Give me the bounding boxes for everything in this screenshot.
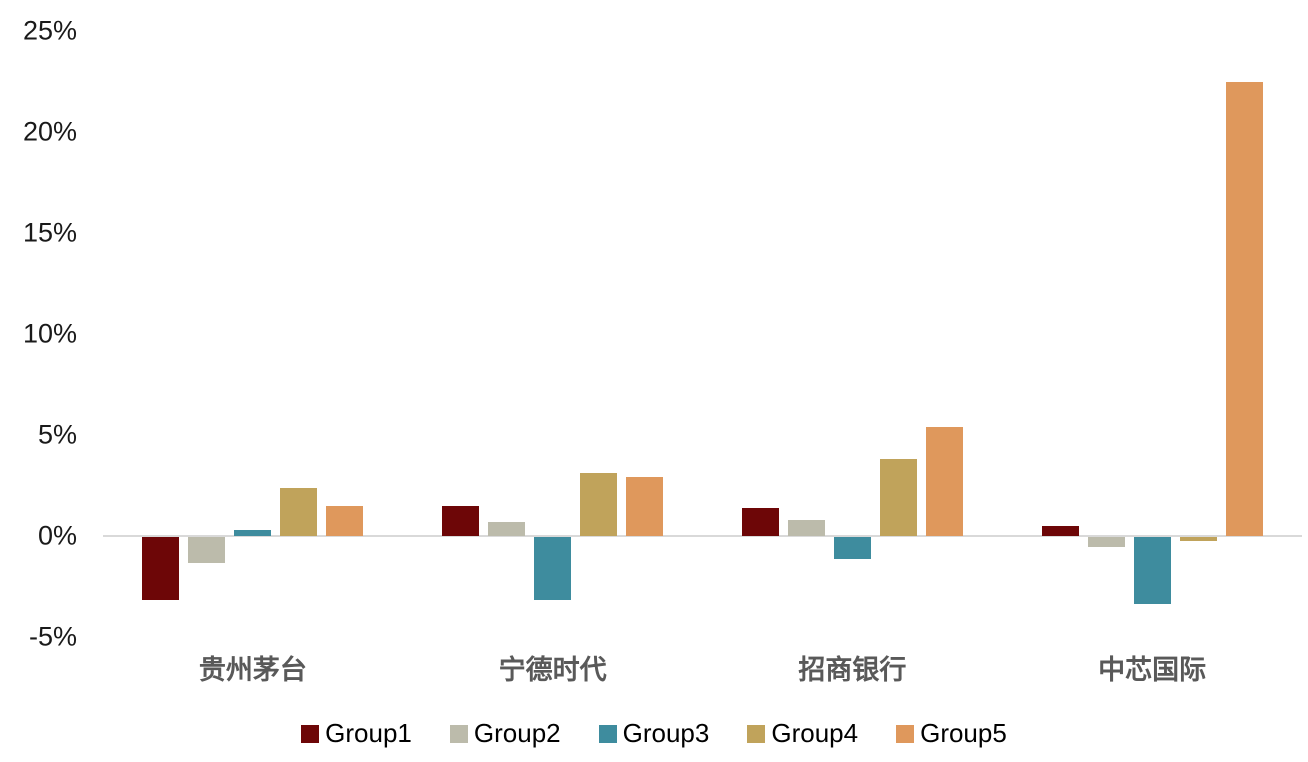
- legend-item-group1: Group1: [301, 718, 412, 749]
- category-label: 贵州茅台: [198, 655, 307, 685]
- legend-item-group5: Group5: [896, 718, 1007, 749]
- legend-label: Group4: [771, 718, 859, 748]
- y-tick-label: 5%: [37, 419, 77, 450]
- bar-group5-cat3: [925, 426, 963, 536]
- bar-group2-cat1: [188, 537, 226, 564]
- category-label: 招商银行: [798, 655, 907, 685]
- bar-group-2: [403, 0, 703, 762]
- bar-group-1: [103, 0, 403, 762]
- legend-item-group2: Group2: [449, 718, 561, 749]
- legend-label: Group1: [325, 718, 412, 748]
- x-axis: 贵州茅台 宁德时代 招商银行 中芯国际: [103, 648, 1302, 687]
- bar-group2-cat4: [1087, 537, 1125, 548]
- bar-group-3: [703, 0, 1003, 762]
- legend-swatch-icon: [896, 724, 915, 743]
- legend-item-group4: Group4: [747, 718, 858, 749]
- bar-group4-cat3: [879, 459, 917, 536]
- plot-area: [103, 0, 1302, 762]
- legend-label: Group3: [622, 718, 710, 748]
- legend-swatch-icon: [747, 724, 766, 743]
- bar-group2-cat3: [787, 519, 825, 536]
- bar-group1-cat3: [741, 507, 779, 536]
- category-label: 宁德时代: [498, 655, 607, 685]
- y-tick-label: 20%: [22, 116, 77, 147]
- bar-group1-cat4: [1041, 525, 1079, 536]
- legend-item-group3: Group3: [598, 718, 710, 749]
- y-tick-label: 0%: [37, 520, 77, 551]
- legend: Group1 Group2 Group3 Group4 Group5: [0, 718, 1308, 749]
- bar-group-4: [1002, 0, 1302, 762]
- y-tick-label: 25%: [22, 15, 77, 46]
- bar-group1-cat1: [142, 537, 180, 600]
- legend-label: Group2: [473, 718, 561, 748]
- legend-swatch-icon: [449, 724, 468, 743]
- legend-swatch-icon: [301, 724, 320, 743]
- bar-group4-cat1: [280, 487, 318, 536]
- bar-group5-cat2: [626, 477, 664, 536]
- bar-group2-cat2: [488, 521, 526, 536]
- bar-group1-cat2: [442, 505, 480, 536]
- y-tick-label: 10%: [22, 318, 77, 349]
- bar-group3-cat2: [534, 537, 572, 600]
- y-tick-label: 15%: [22, 217, 77, 248]
- bar-group5-cat4: [1225, 81, 1263, 536]
- bar-group5-cat1: [326, 505, 364, 536]
- bar-group4-cat2: [580, 473, 618, 536]
- bar-group3-cat3: [833, 537, 871, 560]
- y-tick-label: -5%: [28, 621, 77, 652]
- zero-axis-line: [103, 535, 1302, 537]
- bar-group4-cat4: [1179, 537, 1217, 542]
- bar-group3-cat1: [234, 529, 272, 536]
- bar-group3-cat4: [1133, 537, 1171, 604]
- category-label: 中芯国际: [1098, 655, 1207, 685]
- legend-swatch-icon: [598, 724, 617, 743]
- legend-label: Group5: [920, 718, 1007, 748]
